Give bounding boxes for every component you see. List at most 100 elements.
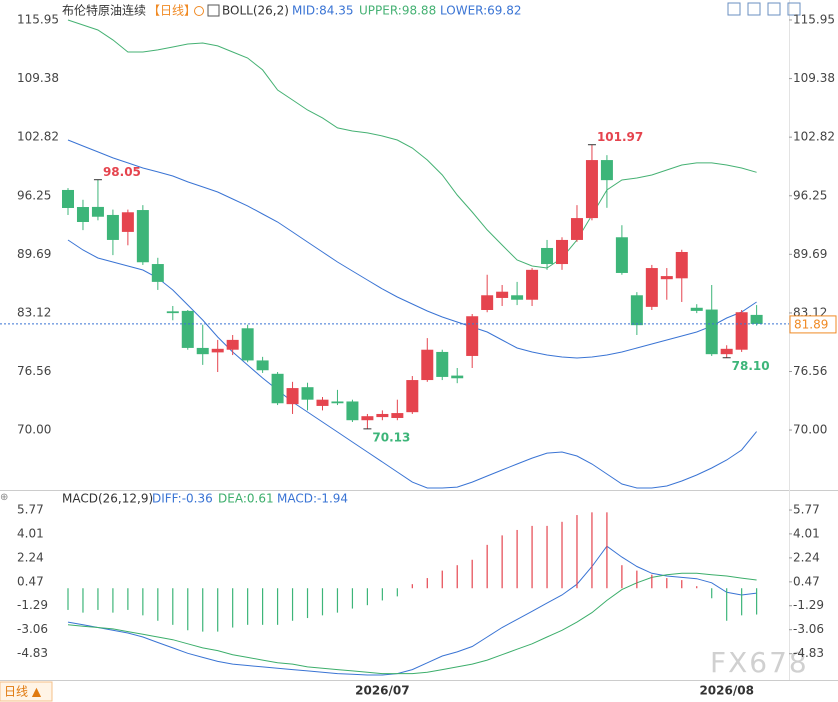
- legend-entry: UPPER:98.88: [359, 4, 436, 18]
- indicator-icon[interactable]: [207, 4, 220, 17]
- y-tick-label-right: 102.82: [793, 130, 835, 144]
- chart-title: 布伦特原油连续: [62, 3, 146, 18]
- candle-body: [630, 295, 643, 326]
- candle-body: [541, 247, 554, 265]
- tool-zoom-in[interactable]: [727, 2, 741, 16]
- boll-line: [67, 139, 757, 359]
- toolbar: [727, 2, 801, 16]
- y-tick-label-right: 76.56: [793, 364, 827, 378]
- candle-body: [735, 312, 748, 350]
- macd-line: [67, 545, 757, 676]
- y-tick-label-left: 83.12: [17, 305, 51, 319]
- candle-body: [196, 347, 209, 355]
- y-tick-label-left: 0.47: [17, 574, 44, 588]
- candle-body: [166, 311, 179, 314]
- candle-body: [301, 387, 314, 400]
- candle-body: [136, 210, 149, 263]
- candle-body: [91, 206, 104, 217]
- y-tick-label-right: 0.47: [793, 574, 820, 588]
- period[interactable]: 【日线】: [148, 4, 196, 18]
- y-tick-label-left: 115.95: [17, 12, 59, 26]
- candle-body: [511, 295, 524, 300]
- indicator-name: BOLL(26,2): [222, 4, 289, 18]
- candle-body: [331, 401, 344, 404]
- y-tick-label-right: 70.00: [793, 423, 827, 437]
- y-tick-label-right: 115.95: [793, 12, 835, 26]
- candle-body: [211, 348, 224, 353]
- y-tick-label-left: 96.25: [17, 188, 51, 202]
- candle-body: [556, 239, 569, 265]
- y-tick-label-left: 109.38: [17, 71, 59, 85]
- candle-body: [585, 160, 598, 219]
- y-tick-label-left: 70.00: [17, 423, 51, 437]
- watermark: FX678: [710, 646, 809, 679]
- candle-body: [106, 214, 119, 240]
- candle-body: [600, 160, 613, 181]
- extreme-label: 101.97: [597, 130, 643, 144]
- legend-entry: DEA:0.61: [218, 492, 274, 506]
- tool-right[interactable]: [787, 2, 801, 16]
- tool-left[interactable]: [767, 2, 781, 16]
- candle-body: [481, 295, 494, 310]
- candle-body: [526, 269, 539, 300]
- candle-body: [62, 189, 74, 208]
- candle-body: [645, 268, 658, 307]
- y-tick-label-left: 4.01: [17, 526, 44, 540]
- y-tick-label-right: 4.01: [793, 526, 820, 540]
- x-tick-label: 2026/07: [355, 684, 409, 698]
- panel-icon[interactable]: ⊕: [0, 492, 8, 503]
- candle-body: [570, 218, 583, 240]
- candle-body: [316, 399, 329, 406]
- legend-entry: DIFF:-0.36: [152, 492, 213, 506]
- y-tick-label-right: -1.29: [793, 598, 824, 612]
- y-tick-label-left: -4.83: [17, 646, 48, 660]
- y-tick-label-left: -1.29: [17, 598, 48, 612]
- extreme-label: 78.10: [732, 359, 770, 373]
- candle-body: [705, 309, 718, 355]
- boll-line: [67, 19, 757, 269]
- candle-body: [271, 373, 284, 404]
- macd-title: MACD(26,12,9): [62, 492, 153, 506]
- candle-body: [376, 413, 389, 418]
- candle-body: [615, 237, 628, 273]
- candle-body: [151, 264, 164, 282]
- y-tick-label-right: 89.69: [793, 247, 827, 261]
- y-tick-label-right: 96.25: [793, 188, 827, 202]
- candle-body: [406, 380, 419, 413]
- candle-body: [496, 291, 509, 298]
- candle-body: [690, 307, 703, 311]
- candle-body: [750, 314, 763, 324]
- candle-body: [466, 316, 479, 356]
- y-tick-label-left: 2.24: [17, 550, 44, 564]
- y-tick-label-left: 76.56: [17, 364, 51, 378]
- candle-body: [720, 348, 733, 355]
- candle-body: [256, 360, 269, 371]
- candle-body: [226, 339, 239, 350]
- candle-body: [391, 413, 404, 418]
- y-tick-label-left: 5.77: [17, 503, 44, 517]
- last-price-label: 81.89: [794, 317, 828, 331]
- y-tick-label-right: -3.06: [793, 622, 824, 636]
- extreme-label: 98.05: [103, 165, 141, 179]
- collapse-icon[interactable]: [194, 6, 204, 16]
- candle-body: [675, 251, 688, 279]
- extreme-label: 70.13: [372, 430, 410, 444]
- period-selector[interactable]: 日线 ▲: [4, 685, 42, 699]
- y-tick-label-left: 102.82: [17, 130, 59, 144]
- candle-body: [346, 401, 359, 421]
- candle-body: [76, 207, 89, 223]
- legend-entry: MACD:-1.94: [277, 492, 348, 506]
- candle-body: [361, 416, 374, 421]
- y-tick-label-left: 89.69: [17, 247, 51, 261]
- period-selector-box[interactable]: [0, 681, 53, 702]
- tool-zoom-out[interactable]: [747, 2, 761, 16]
- candle-body: [660, 276, 673, 280]
- candle-body: [451, 375, 464, 379]
- legend-entry: LOWER:69.82: [440, 4, 522, 18]
- y-tick-label-right: 109.38: [793, 71, 835, 85]
- x-tick-label: 2026/08: [699, 684, 753, 698]
- legend-entry: MID:84.35: [292, 4, 354, 18]
- y-tick-label-right: -4.83: [793, 646, 824, 660]
